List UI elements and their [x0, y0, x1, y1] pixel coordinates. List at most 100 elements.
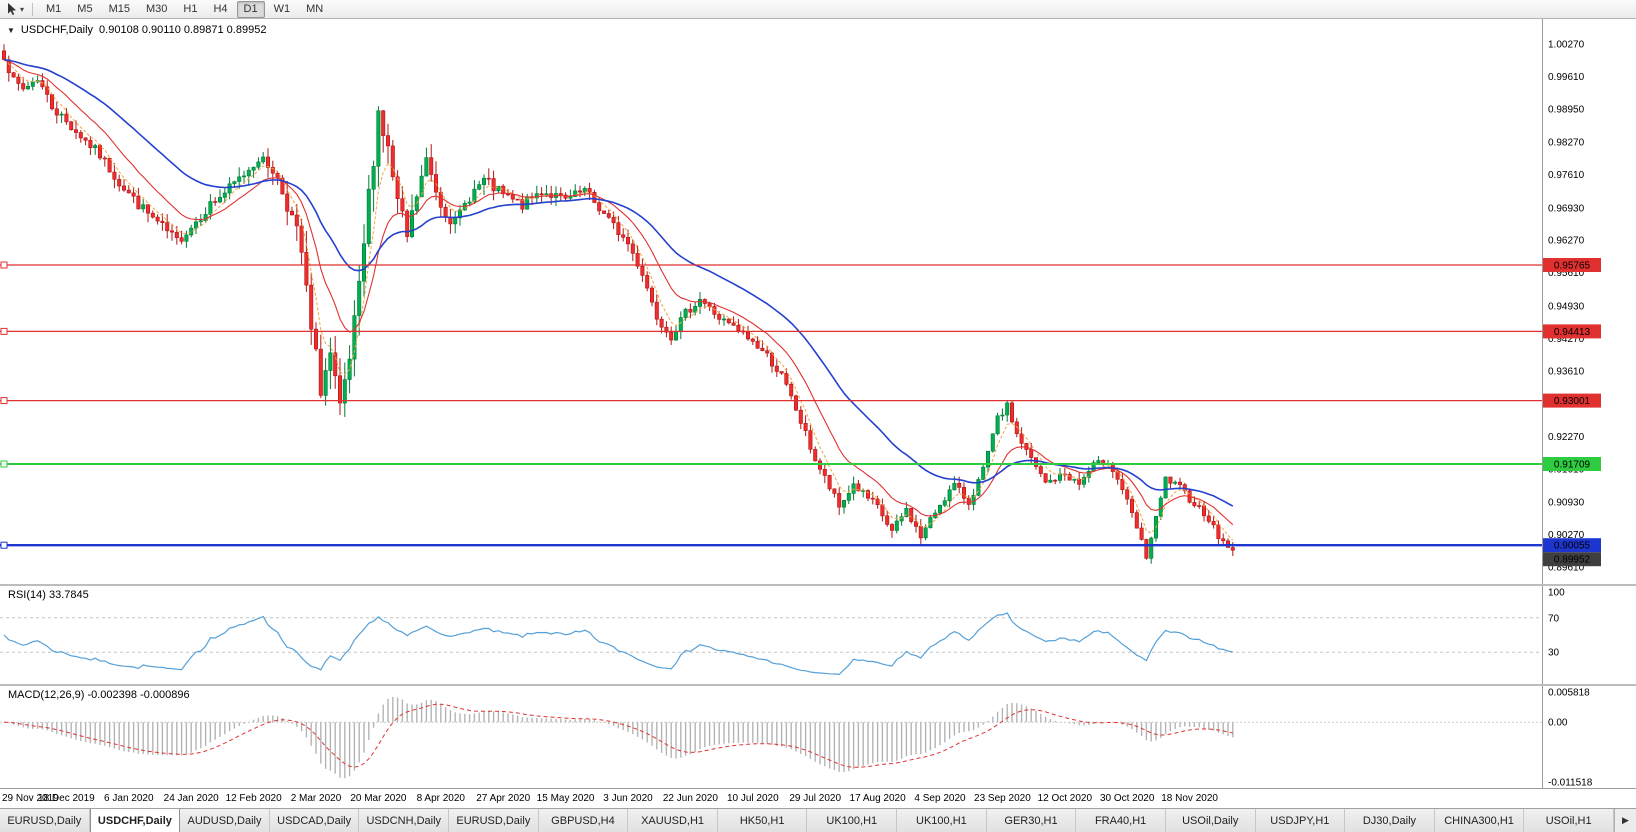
- date-label: 10 Jul 2020: [726, 793, 779, 804]
- tab-usdcad-daily[interactable]: USDCAD,Daily: [269, 809, 360, 832]
- svg-text:0.90270: 0.90270: [1548, 530, 1585, 541]
- svg-text:0.94270: 0.94270: [1548, 334, 1585, 345]
- tab-eurusd-daily[interactable]: EURUSD,Daily: [0, 809, 90, 832]
- svg-text:0.98950: 0.98950: [1548, 104, 1585, 115]
- tabs-scroll-right-button[interactable]: ▶: [1614, 809, 1636, 832]
- svg-text:0.96930: 0.96930: [1548, 203, 1585, 214]
- timeframe-button-m1[interactable]: M1: [46, 2, 62, 15]
- svg-text:0.95765: 0.95765: [1554, 261, 1591, 272]
- date-label: 22 Jun 2020: [662, 793, 718, 804]
- macd-canvas: 0.005818 0.00 -0.011518: [0, 686, 1593, 789]
- svg-text:0.90930: 0.90930: [1548, 498, 1585, 509]
- svg-text:-0.011518: -0.011518: [1548, 778, 1593, 789]
- timeframe-toolbar: ▾ M1 M5 M15 M30 H1 H4 D1 W1 MN: [0, 0, 1636, 19]
- timeframe-button-d1[interactable]: D1: [236, 0, 265, 18]
- date-label: 20 Mar 2020: [350, 793, 407, 804]
- chart-ohlc-values: 0.90108 0.90110 0.89871 0.89952: [99, 24, 267, 36]
- svg-text:1.00270: 1.00270: [1548, 40, 1585, 51]
- svg-text:0.96270: 0.96270: [1548, 236, 1585, 247]
- current-price-tag: 0.89952: [1543, 552, 1601, 567]
- date-label: 12 Oct 2020: [1037, 793, 1093, 804]
- timeframe-button-w1[interactable]: W1: [273, 2, 291, 15]
- timeframe-button-mn[interactable]: MN: [306, 2, 324, 15]
- main-chart-canvas: 1.00270 0.99610 0.98950 0.98270 0.97610 0.969…: [0, 19, 1601, 584]
- tab-usoil-daily[interactable]: USOil,Daily: [1165, 809, 1256, 832]
- svg-text:0.94930: 0.94930: [1548, 302, 1585, 313]
- rsi-panel[interactable]: 100 70 30 RSI(14) 33.7845: [0, 586, 1636, 684]
- date-label: 17 Aug 2020: [849, 793, 906, 804]
- date-label: 4 Sep 2020: [914, 793, 966, 804]
- tab-xauusd-h1[interactable]: XAUUSD,H1: [628, 809, 718, 832]
- macd-panel[interactable]: 0.005818 0.00 -0.011518 MACD(12,26,9) -0.0…: [0, 686, 1636, 788]
- date-axis[interactable]: 29 Nov 2019 18 Dec 2019 6 Jan 2020 24 Jan 2…: [0, 788, 1636, 808]
- tab-usdchf-daily[interactable]: USDCHF,Daily: [89, 809, 181, 832]
- toolbar-separator: [32, 2, 34, 16]
- price-axis[interactable]: 1.00270 0.99610 0.98950 0.98270 0.97610 0.969…: [1542, 19, 1585, 584]
- tab-ger30-h1[interactable]: GER30,H1: [986, 809, 1077, 832]
- svg-text:0.97610: 0.97610: [1548, 170, 1585, 181]
- date-label: 29 Jul 2020: [789, 793, 842, 804]
- svg-text:0.90055: 0.90055: [1554, 541, 1591, 552]
- date-label: 6 Jan 2020: [104, 793, 154, 804]
- cursor-tool-icon[interactable]: [4, 2, 20, 16]
- timeframe-button-m15[interactable]: M15: [108, 2, 130, 15]
- timeframe-button-h1[interactable]: H1: [183, 2, 198, 15]
- svg-text:0.98270: 0.98270: [1548, 138, 1585, 149]
- collapse-caret-icon[interactable]: ▼: [7, 25, 15, 35]
- timeframe-button-m30[interactable]: M30: [145, 2, 168, 15]
- date-label: 3 Jun 2020: [603, 793, 653, 804]
- ma-fast-line: [3, 59, 1234, 541]
- date-label: 15 May 2020: [536, 793, 595, 804]
- tab-usdcnh-daily[interactable]: USDCNH,Daily: [359, 809, 450, 832]
- ma-mid-line: [3, 59, 1234, 526]
- date-label: 18 Dec 2019: [38, 793, 95, 804]
- svg-text:0.99610: 0.99610: [1548, 72, 1585, 83]
- ma-slow-line: [3, 58, 1234, 507]
- main-chart-panel[interactable]: 1.00270 0.99610 0.98950 0.98270 0.97610 0.969…: [0, 19, 1636, 584]
- timeframe-buttons: M1 M5 M15 M30 H1 H4 D1 W1 MN: [38, 0, 331, 18]
- date-label: 12 Feb 2020: [225, 793, 282, 804]
- tab-usoil-h1[interactable]: USOil,H1: [1524, 809, 1614, 832]
- tab-dj30-daily[interactable]: DJ30,Daily: [1345, 809, 1435, 832]
- horizontal-level-0.91709[interactable]: 0.91709: [0, 457, 1601, 471]
- tab-uk100-h1[interactable]: UK100,H1: [807, 809, 898, 832]
- svg-text:100: 100: [1548, 588, 1565, 599]
- svg-text:0.92270: 0.92270: [1548, 432, 1585, 443]
- rsi-label: RSI(14) 33.7845: [6, 589, 91, 601]
- chart-title: ▼ USDCHF,Daily 0.90108 0.90110 0.89871 0…: [5, 24, 269, 36]
- svg-text:0.89952: 0.89952: [1554, 555, 1591, 566]
- date-label: 29 Nov 2019: [2, 793, 59, 804]
- tab-china300-h1[interactable]: CHINA300,H1: [1434, 809, 1525, 832]
- svg-text:0.95610: 0.95610: [1548, 268, 1585, 279]
- date-label: 27 Apr 2020: [476, 793, 531, 804]
- rsi-canvas: 100 70 30: [0, 586, 1565, 684]
- tab-audusd-daily[interactable]: AUDUSD,Daily: [180, 809, 270, 832]
- svg-text:0.91709: 0.91709: [1554, 460, 1591, 471]
- tab-uk100-h1[interactable]: UK100,H1: [897, 809, 987, 832]
- chart-window: 1.00270 0.99610 0.98950 0.98270 0.97610 0.969…: [0, 19, 1636, 808]
- tab-eurusd-daily[interactable]: EURUSD,Daily: [449, 809, 539, 832]
- chart-tabs-bar: EURUSD,Daily USDCHF,Daily AUDUSD,Daily USDC…: [0, 808, 1636, 832]
- svg-text:0.89610: 0.89610: [1548, 563, 1585, 574]
- panel-splitter[interactable]: [0, 584, 1636, 586]
- horizontal-level-0.94413[interactable]: 0.94413: [0, 324, 1601, 339]
- horizontal-level-0.90055[interactable]: 0.90055: [0, 538, 1601, 553]
- timeframe-button-h4[interactable]: H4: [213, 2, 228, 15]
- rsi-line: [3, 612, 1233, 676]
- svg-text:70: 70: [1548, 613, 1560, 624]
- horizontal-level-0.93001[interactable]: 0.93001: [0, 393, 1601, 408]
- date-label: 23 Sep 2020: [974, 793, 1031, 804]
- tab-fra40-h1[interactable]: FRA40,H1: [1076, 809, 1166, 832]
- panel-splitter[interactable]: [0, 684, 1636, 686]
- tab-hk50-h1[interactable]: HK50,H1: [717, 809, 808, 832]
- horizontal-level-0.95765[interactable]: 0.95765: [0, 258, 1601, 272]
- tab-gbpusd-h4[interactable]: GBPUSD,H4: [538, 809, 629, 832]
- tool-dropdown-caret-icon[interactable]: ▾: [20, 4, 25, 14]
- svg-text:0.93001: 0.93001: [1554, 396, 1591, 407]
- timeframe-button-m5[interactable]: M5: [77, 2, 93, 15]
- tab-usdjpy-h1[interactable]: USDJPY,H1: [1255, 809, 1346, 832]
- svg-text:0.93610: 0.93610: [1548, 366, 1585, 377]
- candles: [1, 44, 1235, 564]
- date-label: 8 Apr 2020: [416, 793, 465, 804]
